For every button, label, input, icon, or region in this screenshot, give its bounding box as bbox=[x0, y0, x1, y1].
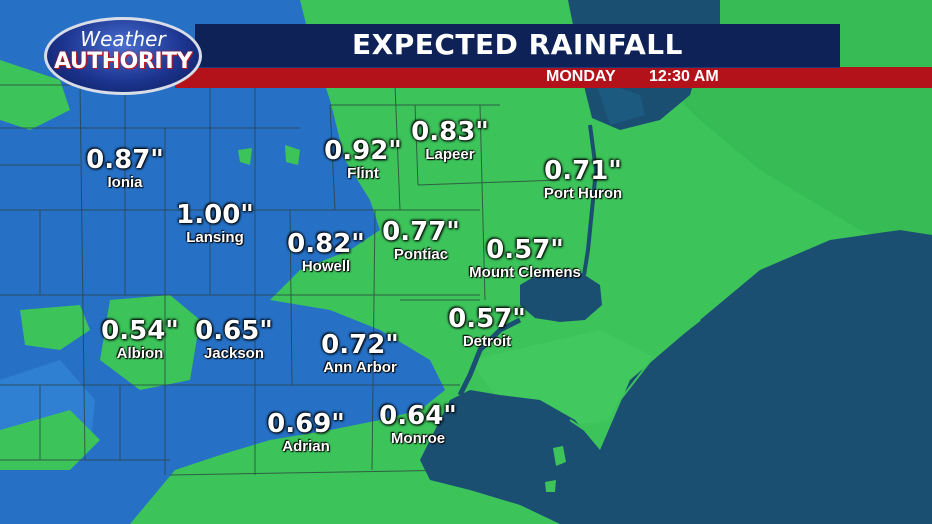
rainfall-value: 0.87" bbox=[86, 145, 164, 175]
light-rain-pocket bbox=[238, 148, 252, 165]
forecast-day: MONDAY bbox=[546, 68, 616, 85]
title-banner: EXPECTED RAINFALL bbox=[195, 24, 840, 68]
detroit-river bbox=[457, 317, 522, 397]
rainfall-value: 0.57" bbox=[448, 304, 526, 334]
city-name: Port Huron bbox=[543, 185, 623, 202]
rainfall-value: 0.54" bbox=[101, 316, 179, 346]
logo-line2: AUTHORITY bbox=[54, 49, 192, 74]
logo-line1: Weather bbox=[80, 27, 166, 51]
rainfall-value: 0.71" bbox=[544, 156, 622, 186]
rainfall-value: 0.65" bbox=[195, 316, 273, 346]
city-name: Adrian bbox=[282, 438, 330, 455]
city-label-lansing: 1.00" Lansing bbox=[160, 201, 270, 246]
city-name: Jackson bbox=[203, 345, 265, 362]
date-time-bar: MONDAY 12:30 AM bbox=[175, 67, 932, 88]
heavy-rain-region bbox=[220, 0, 275, 20]
weather-authority-logo: Weather AUTHORITY bbox=[44, 17, 202, 95]
city-label-adrian: 0.69" Adrian bbox=[251, 410, 361, 455]
city-label-albion: 0.54" Albion bbox=[85, 317, 195, 362]
light-rain-pocket bbox=[0, 410, 100, 470]
rainfall-value: 0.92" bbox=[324, 136, 402, 166]
st-clair-river bbox=[582, 124, 599, 276]
forecast-time: 12:30 AM bbox=[649, 68, 719, 85]
city-label-port-huron: 0.71" Port Huron bbox=[528, 157, 638, 202]
rainfall-value: 0.77" bbox=[382, 217, 460, 247]
city-name: Lapeer bbox=[425, 146, 475, 163]
rainfall-value: 0.57" bbox=[486, 235, 564, 265]
lake-huron-edge bbox=[595, 80, 645, 125]
city-name: Detroit bbox=[462, 333, 512, 350]
logo-badge bbox=[44, 17, 202, 95]
city-label-flint: 0.92" Flint bbox=[308, 137, 418, 182]
city-name: Lansing bbox=[186, 229, 244, 246]
city-name: Howell bbox=[301, 258, 351, 275]
city-label-pontiac: 0.77" Pontiac bbox=[366, 218, 476, 263]
rainfall-value: 0.69" bbox=[267, 409, 345, 439]
city-label-jackson: 0.65" Jackson bbox=[179, 317, 289, 362]
city-label-monroe: 0.64" Monroe bbox=[363, 402, 473, 447]
city-name: Pontiac bbox=[393, 246, 449, 263]
city-name: Monroe bbox=[390, 430, 446, 447]
light-rain-pocket bbox=[20, 305, 90, 350]
rainfall-value: 0.72" bbox=[321, 330, 399, 360]
lake-erie-shore bbox=[569, 319, 701, 442]
rainfall-value: 0.64" bbox=[379, 401, 457, 431]
island bbox=[553, 446, 566, 466]
lake-erie bbox=[420, 230, 932, 524]
light-rain-pocket bbox=[100, 295, 200, 390]
city-label-howell: 0.82" Howell bbox=[271, 230, 381, 275]
city-label-lapeer: 0.83" Lapeer bbox=[395, 118, 505, 163]
light-rain-pocket bbox=[0, 60, 70, 130]
lake-st-clair bbox=[520, 270, 602, 322]
city-label-ionia: 0.87" Ionia bbox=[70, 146, 180, 191]
county-borders bbox=[0, 84, 561, 476]
city-label-ann-arbor: 0.72" Ann Arbor bbox=[305, 331, 415, 376]
heavy-rain-region bbox=[0, 0, 445, 524]
city-label-mount-clemens: 0.57" Mount Clemens bbox=[460, 236, 590, 281]
rainfall-value: 1.00" bbox=[176, 200, 254, 230]
city-name: Ann Arbor bbox=[323, 359, 397, 376]
city-name: Flint bbox=[347, 165, 379, 182]
light-rain-pocket bbox=[285, 145, 300, 165]
rainfall-value: 0.83" bbox=[411, 117, 489, 147]
rainfall-value: 0.82" bbox=[287, 229, 365, 259]
city-label-detroit: 0.57" Detroit bbox=[432, 305, 542, 350]
city-name: Albion bbox=[116, 345, 164, 362]
city-name: Ionia bbox=[107, 174, 143, 191]
island bbox=[545, 480, 556, 492]
map-title: EXPECTED RAINFALL bbox=[352, 28, 683, 61]
city-name: Mount Clemens bbox=[469, 264, 581, 281]
